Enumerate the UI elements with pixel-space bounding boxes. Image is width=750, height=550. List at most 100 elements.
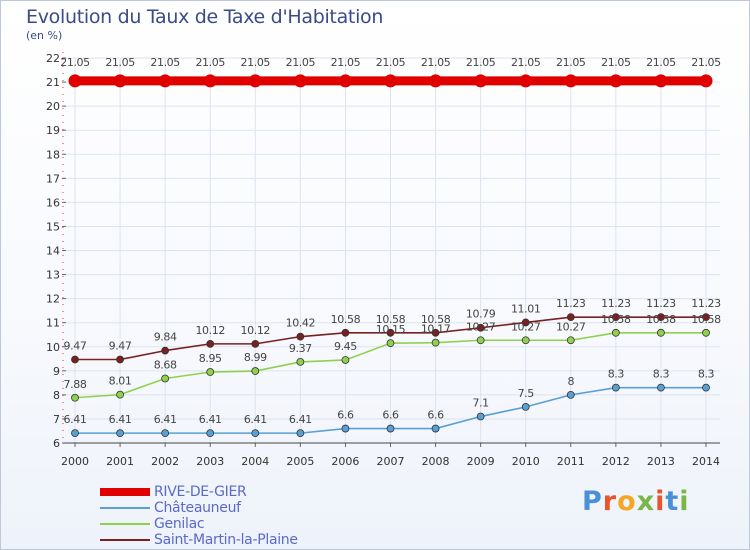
data-label: 21.05 (241, 56, 271, 69)
data-point (206, 368, 215, 376)
x-tick-label: 2004 (241, 455, 269, 468)
data-label: 10.79 (466, 308, 496, 321)
brand-letter: i (655, 486, 666, 517)
data-point (116, 390, 124, 399)
data-point (161, 429, 170, 438)
legend: RIVE-DE-GIER Châteauneuf Genilac Saint-Mart… (100, 484, 298, 548)
x-tick-label: 2005 (286, 455, 314, 468)
data-point (476, 412, 485, 421)
data-point (206, 339, 215, 348)
data-point (702, 328, 710, 337)
data-label: 21.05 (691, 56, 721, 69)
data-point (341, 356, 350, 364)
data-label: 8.3 (698, 368, 715, 381)
data-label: 21.05 (105, 56, 135, 69)
data-label: 10.58 (601, 313, 631, 326)
x-tick-label: 2000 (61, 455, 89, 468)
data-label: 6.41 (289, 413, 312, 426)
axes: 6 7 8 9 10 11 12 13 14 15 16 17 18 19 20 21 22 2000 2001 20… (46, 52, 720, 468)
data-point (71, 393, 79, 402)
x-tick-label: 2011 (557, 455, 585, 468)
data-label: 10.27 (466, 320, 496, 333)
data-label: 7.88 (64, 378, 87, 391)
x-tick-label: 2001 (106, 455, 134, 468)
data-label: 11.23 (646, 297, 676, 310)
data-point (564, 74, 578, 88)
data-label: 10.58 (421, 313, 451, 326)
y-tick-label: 16 (46, 196, 60, 209)
x-tick-label: 2013 (647, 455, 675, 468)
legend-swatch (100, 539, 150, 541)
data-label: 9.47 (109, 340, 132, 353)
data-point (296, 358, 305, 366)
data-point (296, 332, 305, 341)
x-tick-label: 2009 (467, 455, 495, 468)
data-label: 9.47 (64, 340, 87, 353)
data-labels: 21.05 21.05 21.05 21.05 21.05 21.05 21.05 21.05… (60, 56, 721, 426)
data-label: 6.6 (382, 409, 399, 422)
data-point (611, 383, 620, 392)
data-point (476, 323, 485, 332)
data-label: 21.05 (466, 56, 496, 69)
data-point (431, 328, 440, 337)
data-point (386, 424, 395, 433)
data-label: 21.05 (646, 56, 676, 69)
legend-swatch (100, 488, 150, 496)
data-point (519, 74, 533, 88)
data-point (476, 336, 485, 345)
data-label: 11.01 (511, 302, 541, 315)
data-label: 10.12 (241, 324, 271, 337)
data-point (521, 318, 530, 327)
chart-subtitle: (en %) (26, 29, 63, 42)
data-label: 9.84 (154, 331, 177, 344)
data-label: 8.3 (653, 368, 670, 381)
data-label: 8.68 (154, 359, 177, 372)
data-label: 21.05 (421, 56, 451, 69)
data-point (113, 74, 127, 88)
data-label: 21.05 (556, 56, 586, 69)
data-point (296, 429, 305, 438)
y-tick-label: 14 (46, 245, 60, 258)
legend-label: Châteauneuf (154, 500, 241, 516)
data-label: 10.27 (511, 320, 541, 333)
data-label: 8.3 (608, 368, 625, 381)
y-tick-label: 19 (46, 124, 60, 137)
data-point (116, 429, 124, 438)
data-point (702, 313, 710, 322)
legend-swatch (100, 523, 150, 525)
legend-item: Saint-Martin-la-Plaine (100, 532, 298, 548)
x-tick-label: 2008 (422, 455, 450, 468)
data-point (431, 424, 440, 433)
legend-item: RIVE-DE-GIER (100, 484, 298, 500)
data-point (521, 336, 530, 345)
data-label: 6.41 (64, 413, 87, 426)
grid (63, 57, 720, 444)
data-point (251, 367, 260, 375)
y-tick-label: 20 (46, 100, 60, 113)
x-tick-label: 2007 (377, 455, 405, 468)
data-label: 21.05 (195, 56, 225, 69)
data-point (251, 339, 260, 348)
legend-label: Genilac (154, 516, 205, 532)
data-point (161, 346, 170, 355)
data-label: 10.17 (421, 323, 451, 336)
y-tick-label: 7 (53, 413, 60, 426)
y-tick-label: 10 (46, 341, 60, 354)
data-label: 21.05 (60, 56, 90, 69)
data-point (611, 313, 620, 322)
data-point (248, 74, 262, 88)
legend-swatch (100, 507, 150, 509)
data-point (566, 390, 575, 399)
data-label: 6.41 (109, 413, 132, 426)
data-point (654, 74, 668, 88)
data-point (429, 74, 443, 88)
legend-item: Châteauneuf (100, 500, 298, 516)
data-label: 10.15 (376, 323, 406, 336)
data-label: 6.41 (244, 413, 267, 426)
x-tick-label: 2012 (602, 455, 630, 468)
data-label: 8.01 (109, 375, 132, 388)
data-label: 8.99 (244, 351, 267, 364)
data-point (116, 355, 124, 364)
data-point (203, 74, 217, 88)
